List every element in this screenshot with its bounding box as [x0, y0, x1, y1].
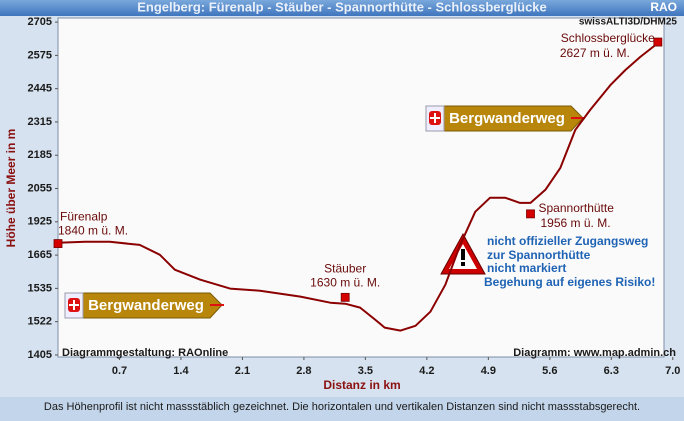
x-axis-label: Distanz in km	[323, 378, 400, 392]
y-tick-label: 2705	[28, 16, 52, 28]
point-marker	[526, 209, 535, 219]
brand: RAO	[650, 0, 677, 14]
point-elevation: 2627 m ü. M.	[560, 46, 630, 60]
sign-label: Bergwanderweg	[88, 297, 204, 314]
point-elevation: 1840 m ü. M.	[58, 224, 128, 238]
y-tick-label: 2315	[28, 116, 52, 128]
x-tick-label: 7.0	[665, 365, 680, 377]
credit-left: Diagrammgestaltung: RAOnline	[62, 347, 228, 359]
y-tick-label: 1405	[28, 349, 52, 361]
y-tick-label: 2575	[28, 49, 52, 61]
trail-sign: Bergwanderweg	[64, 292, 224, 319]
x-tick-label: 3.5	[358, 365, 373, 377]
y-tick-label: 1535	[28, 282, 52, 294]
x-tick-label: 2.8	[296, 365, 311, 377]
warning-text: nicht markiert	[487, 261, 566, 275]
sign-label: Bergwanderweg	[449, 110, 565, 127]
header-bar	[0, 0, 684, 16]
y-axis-label: Höhe über Meer in m	[4, 129, 18, 248]
y-tick-label: 1665	[28, 249, 52, 261]
y-tick-label: 2055	[28, 182, 52, 194]
x-tick-label: 2.1	[235, 365, 250, 377]
point-marker	[340, 292, 350, 302]
trail-sign: Bergwanderweg	[425, 105, 585, 132]
chart-title: Engelberg: Fürenalp - Stäuber - Spannort…	[137, 0, 547, 14]
x-tick-label: 4.2	[419, 365, 434, 377]
footer-bar	[0, 397, 684, 421]
y-tick-label: 1925	[28, 216, 52, 228]
warning-text: Begehung auf eigenes Risiko!	[484, 275, 655, 289]
point-marker	[653, 37, 663, 47]
x-tick-label: 1.4	[173, 365, 189, 377]
x-tick-label: 5.6	[542, 365, 557, 377]
point-marker	[53, 239, 63, 248]
warning-text: nicht offizieller Zugangsweg	[487, 234, 648, 248]
x-tick-label: 6.3	[604, 365, 619, 377]
point-name: Fürenalp	[60, 210, 108, 224]
point-name: Spannorthütte	[539, 201, 615, 215]
x-tick-label: 0.7	[112, 365, 127, 377]
x-tick-label: 4.9	[481, 365, 496, 377]
credit-right: Diagramm: www.map.admin.ch	[513, 347, 676, 359]
point-elevation: 1630 m ü. M.	[310, 276, 380, 290]
warning-text: zur Spannorthütte	[487, 248, 591, 262]
profile-line	[57, 42, 659, 332]
footer-note: Das Höhenprofil ist nicht massstäblich g…	[44, 401, 640, 413]
y-tick-label: 1522	[28, 316, 52, 328]
point-name: Stäuber	[324, 262, 366, 276]
source: swissALTI3D/DHM25	[579, 17, 678, 28]
y-tick-label: 2185	[28, 149, 52, 161]
y-tick-label: 2445	[28, 83, 52, 95]
point-elevation: 1956 m ü. M.	[541, 216, 611, 230]
point-name: Schlossberglücke	[561, 31, 655, 45]
